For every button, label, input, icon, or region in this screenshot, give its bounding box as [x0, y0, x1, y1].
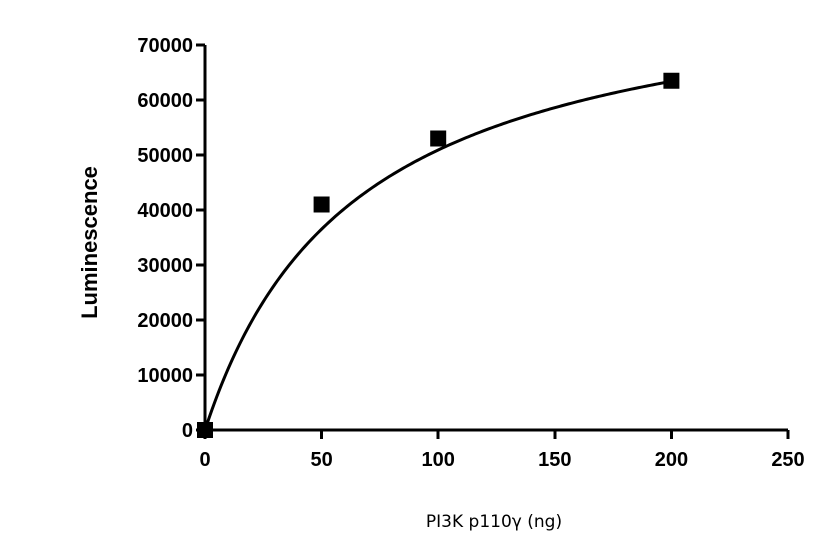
y-tick-label: 30000 [137, 255, 193, 277]
data-point [663, 72, 680, 89]
x-tick-label: 250 [771, 449, 804, 471]
fit-curve [203, 79, 672, 431]
y-tick-label: 60000 [137, 90, 193, 112]
y-tick-label: 40000 [137, 200, 193, 222]
x-tick-label: 150 [538, 449, 571, 471]
y-axis-ticks: 0 10000 20000 30000 40000 50000 60000 70000 [137, 35, 205, 442]
y-tick-label: 70000 [137, 35, 193, 57]
x-tick-label: 0 [199, 449, 210, 471]
data-markers [197, 72, 680, 438]
x-axis-label: PI3K p110γ (ng) [426, 512, 562, 532]
x-tick-label: 200 [655, 449, 688, 471]
x-axis-ticks: 0 50 100 150 200 250 [199, 430, 805, 471]
y-axis-label: Luminescence [77, 166, 102, 319]
x-tick-label: 100 [422, 449, 455, 471]
data-point [313, 196, 330, 213]
data-point [197, 422, 213, 438]
y-tick-label: 0 [182, 420, 193, 442]
y-tick-label: 20000 [137, 310, 193, 332]
y-tick-label: 10000 [137, 365, 193, 387]
x-tick-label: 50 [310, 449, 332, 471]
y-tick-label: 50000 [137, 145, 193, 167]
data-point [430, 130, 447, 147]
